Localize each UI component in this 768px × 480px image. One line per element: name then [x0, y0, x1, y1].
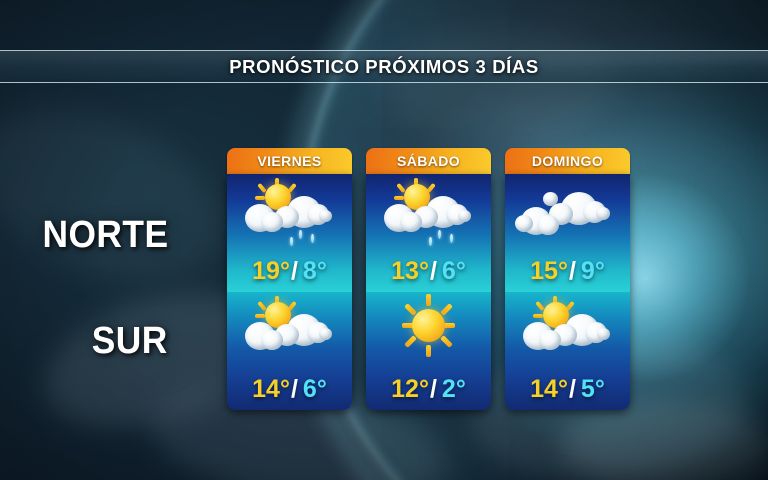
high-temperature: 14°	[530, 375, 568, 403]
high-temperature: 15°	[530, 257, 568, 285]
high-temperature: 13°	[391, 257, 429, 285]
panel-body-sabado: 13° / 6°	[366, 174, 491, 410]
temperature-readout: 13° / 6°	[366, 257, 491, 286]
sun-icon	[366, 292, 491, 366]
forecast-panel-sabado[interactable]: SÁBADO	[366, 148, 491, 410]
sun-behind-cloud-icon	[227, 292, 352, 366]
temperature-separator: /	[290, 257, 298, 285]
low-temperature: 2°	[441, 375, 466, 403]
page-title: PRONÓSTICO PRÓXIMOS 3 DÍAS	[229, 55, 539, 77]
cloud-swirl	[560, 400, 768, 480]
forecast-cell-viernes-norte[interactable]: 19° / 8°	[227, 174, 352, 292]
forecast-cell-sabado-norte[interactable]: 13° / 6°	[366, 174, 491, 292]
temperature-readout: 15° / 9°	[505, 257, 630, 286]
region-label-sur: SUR	[91, 320, 168, 362]
panel-body-viernes: 19° / 8°	[227, 174, 352, 410]
temperature-separator: /	[429, 375, 437, 403]
sun-behind-cloud-icon	[505, 292, 630, 366]
cloud-icon	[505, 174, 630, 248]
weather-icon-zone	[227, 174, 352, 248]
forecast-cell-domingo-norte[interactable]: 15° / 9°	[505, 174, 630, 292]
day-header-domingo: DOMINGO	[505, 148, 630, 174]
day-header-viernes: VIERNES	[227, 148, 352, 174]
title-banner	[0, 50, 768, 83]
temperature-readout: 12° / 2°	[366, 375, 491, 404]
temperature-separator: /	[568, 257, 576, 285]
forecast-cell-sabado-sur[interactable]: 12° / 2°	[366, 292, 491, 410]
forecast-panel-viernes[interactable]: VIERNES	[227, 148, 352, 410]
forecast-cell-viernes-sur[interactable]: 14° / 6°	[227, 292, 352, 410]
region-label-norte: NORTE	[41, 214, 168, 256]
temperature-separator: /	[290, 375, 298, 403]
temperature-readout: 19° / 8°	[227, 257, 352, 286]
low-temperature: 8°	[302, 257, 327, 285]
cloud-swirl	[380, 30, 620, 140]
temperature-separator: /	[568, 375, 576, 403]
weather-icon-zone	[505, 174, 630, 248]
low-temperature: 5°	[580, 375, 605, 403]
sun-behind-cloud-rain-icon	[227, 174, 352, 248]
high-temperature: 12°	[391, 375, 429, 403]
low-temperature: 6°	[441, 257, 466, 285]
forecast-panel-domingo[interactable]: DOMINGO	[505, 148, 630, 410]
temperature-readout: 14° / 6°	[227, 375, 352, 404]
sun-behind-cloud-rain-icon	[366, 174, 491, 248]
low-temperature: 6°	[302, 375, 327, 403]
high-temperature: 19°	[252, 257, 290, 285]
high-temperature: 14°	[252, 375, 290, 403]
panel-body-domingo: 15° / 9°	[505, 174, 630, 410]
day-header-sabado: SÁBADO	[366, 148, 491, 174]
weather-icon-zone	[505, 292, 630, 366]
low-temperature: 9°	[580, 257, 605, 285]
weather-icon-zone	[366, 292, 491, 366]
temperature-separator: /	[429, 257, 437, 285]
weather-icon-zone	[227, 292, 352, 366]
temperature-readout: 14° / 5°	[505, 375, 630, 404]
forecast-panel-group: VIERNES	[227, 148, 630, 410]
weather-icon-zone	[366, 174, 491, 248]
forecast-cell-domingo-sur[interactable]: 14° / 5°	[505, 292, 630, 410]
